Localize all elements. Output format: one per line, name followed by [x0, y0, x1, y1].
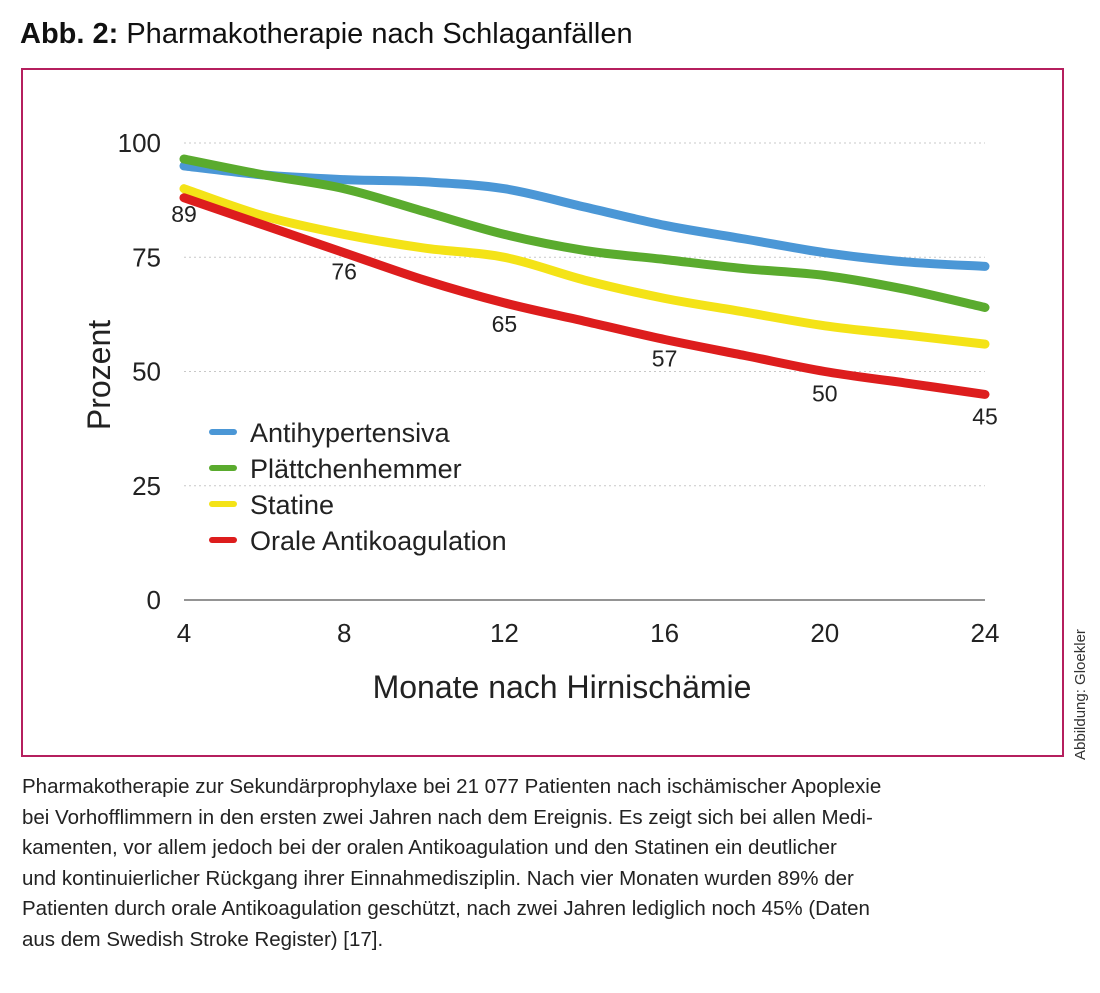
- data-label: 45: [972, 403, 998, 429]
- data-label: 50: [812, 381, 838, 407]
- x-tick-label: 8: [337, 618, 351, 648]
- legend-label: Statine: [250, 490, 334, 520]
- x-tick-label: 12: [490, 618, 519, 648]
- y-tick-label: 25: [132, 471, 161, 501]
- x-tick-label: 20: [810, 618, 839, 648]
- series-line-orale-antikoagulation: [179, 193, 990, 399]
- caption-line: bei Vorhofflimmern in den ersten zwei Ja…: [22, 805, 873, 829]
- caption-line: aus dem Swedish Stroke Register) [17].: [22, 927, 384, 951]
- y-tick-label: 100: [118, 128, 161, 158]
- data-label: 65: [492, 311, 518, 337]
- data-label: 89: [171, 201, 197, 227]
- y-tick-label: 50: [132, 357, 161, 387]
- caption-line: Patienten durch orale Antikoagulation ge…: [22, 897, 870, 920]
- figure-title-text: Pharmakotherapie nach Schlaganfällen: [126, 18, 633, 50]
- x-axis-title: Monate nach Hirnischämie: [373, 669, 752, 705]
- figure-title: Abb. 2: Pharmakotherapie nach Schlaganfä…: [20, 18, 633, 51]
- series-line-statine: [179, 184, 990, 349]
- x-tick-label: 4: [177, 618, 191, 648]
- image-credit: Abbildung: Gloekler: [1072, 629, 1089, 760]
- legend-label: Orale Antikoagulation: [250, 526, 507, 556]
- y-axis-title: Prozent: [81, 320, 117, 430]
- series-line-antihypertensiva: [179, 161, 990, 271]
- legend-label: Antihypertensiva: [250, 418, 451, 448]
- data-label: 57: [652, 346, 678, 372]
- chart-frame: [21, 68, 1064, 757]
- legend-label: Plättchenhemmer: [250, 454, 462, 484]
- figure-caption: Pharmakotherapie zur Sekundärprophylaxe …: [22, 772, 1072, 955]
- y-tick-label: 75: [132, 242, 161, 272]
- series-line-pl-ttchenhemmer: [179, 154, 990, 312]
- y-tick-label: 0: [147, 585, 161, 615]
- x-tick-label: 24: [971, 618, 1000, 648]
- caption-line: und kontinuierlicher Rückgang ihrer Einn…: [22, 866, 854, 890]
- figure-number: Abb. 2:: [20, 18, 119, 50]
- line-chart: 0 25 50 75 100 4 8 12 16 20 24 Monate nach Hirnisch…: [81, 128, 1000, 705]
- data-label: 76: [331, 259, 357, 285]
- x-tick-label: 16: [650, 618, 679, 648]
- caption-line: kamenten, vor allem jedoch bei der orale…: [22, 836, 837, 859]
- caption-line: Pharmakotherapie zur Sekundärprophylaxe …: [22, 775, 882, 798]
